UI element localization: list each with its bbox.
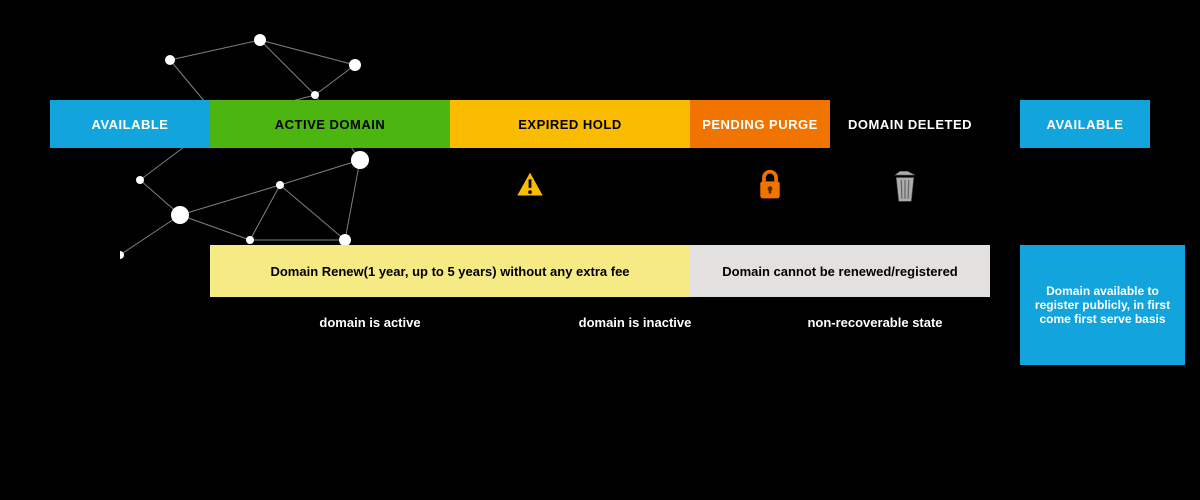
state-sublabel-2: non-recoverable state xyxy=(765,315,985,330)
stage-domain-deleted: DOMAIN DELETED xyxy=(830,100,990,148)
stage-label: EXPIRED HOLD xyxy=(518,117,622,132)
lock-icon xyxy=(750,165,790,205)
stage-active-domain: ACTIVE DOMAIN xyxy=(210,100,450,148)
trash-icon xyxy=(885,165,925,205)
renewal-info-bar: Domain Renew(1 year, up to 5 years) with… xyxy=(210,245,990,297)
stage-label: AVAILABLE xyxy=(92,117,169,132)
stage-icon-row xyxy=(50,165,1150,215)
stage-label: DOMAIN DELETED xyxy=(848,117,972,132)
state-sublabel-1: domain is inactive xyxy=(540,315,730,330)
stage-gap xyxy=(990,100,1020,148)
renew-segment-0: Domain Renew(1 year, up to 5 years) with… xyxy=(210,245,690,297)
state-sublabel-0: domain is active xyxy=(280,315,460,330)
available-again-box: Domain available to register publicly, i… xyxy=(1020,245,1185,365)
stage-available: AVAILABLE xyxy=(1020,100,1150,148)
warning-icon xyxy=(510,165,550,205)
renew-segment-label: Domain Renew(1 year, up to 5 years) with… xyxy=(270,264,629,279)
stage-label: AVAILABLE xyxy=(1047,117,1124,132)
state-sublabels: domain is active domain is inactive non-re… xyxy=(210,315,990,339)
stage-label: ACTIVE DOMAIN xyxy=(275,117,386,132)
renew-segment-1: Domain cannot be renewed/registered xyxy=(690,245,990,297)
stage-label: PENDING PURGE xyxy=(702,117,818,132)
stage-expired-hold: EXPIRED HOLD xyxy=(450,100,690,148)
lifecycle-stage-bar: AVAILABLE ACTIVE DOMAIN EXPIRED HOLD PENDIN… xyxy=(50,100,1150,148)
stage-available: AVAILABLE xyxy=(50,100,210,148)
renew-segment-label: Domain cannot be renewed/registered xyxy=(722,264,958,279)
stage-pending-purge: PENDING PURGE xyxy=(690,100,830,148)
available-again-text: Domain available to register publicly, i… xyxy=(1030,284,1175,326)
